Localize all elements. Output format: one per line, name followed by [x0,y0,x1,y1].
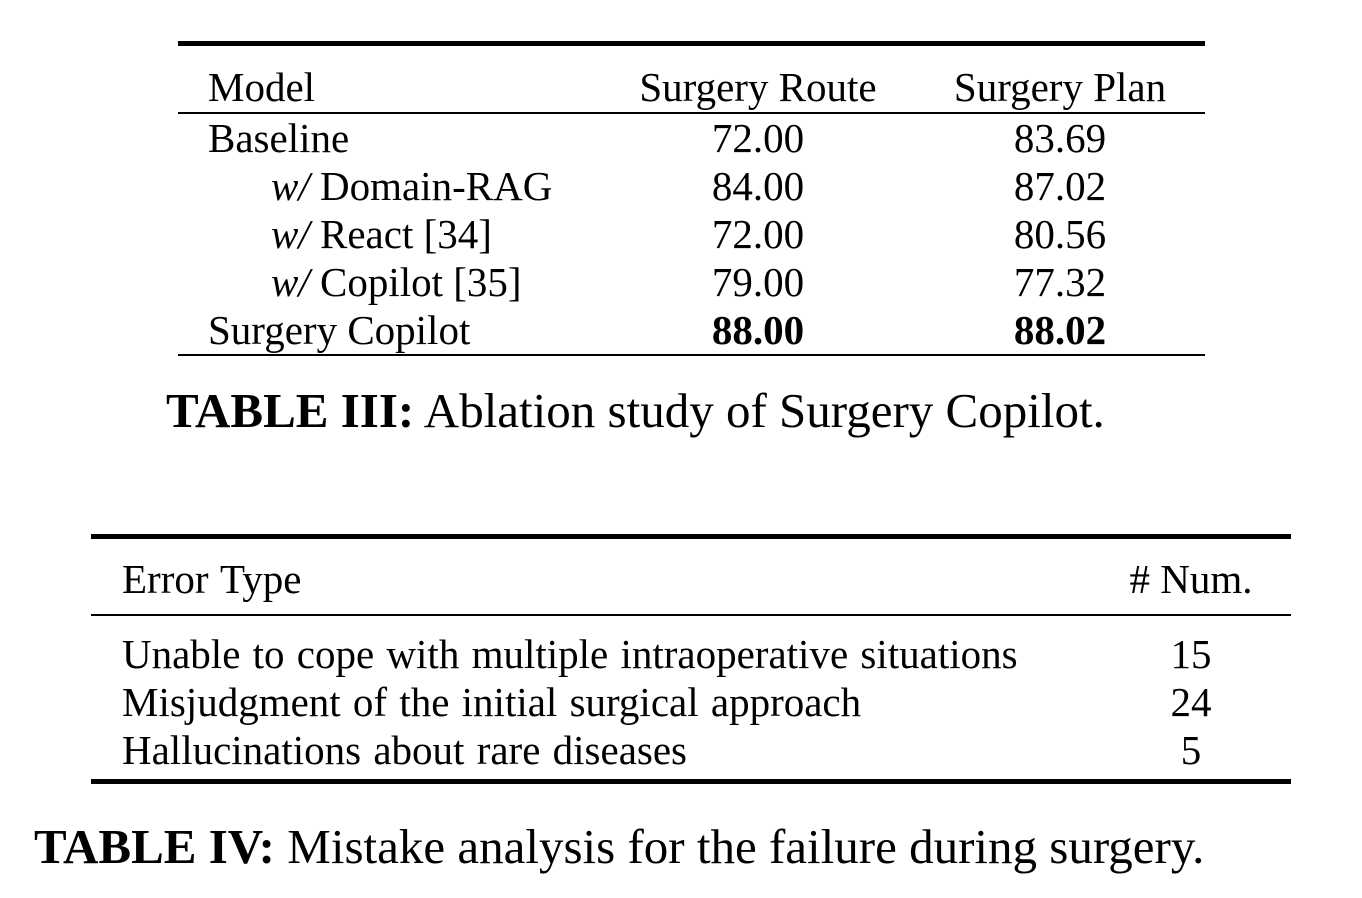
table-caption: TABLE IV: Mistake analysis for the failu… [34,818,1204,875]
row-error-type: Unable to cope with multiple intraoperat… [122,631,1018,677]
mistake-analysis-table: Error Type # Num. Unable to cope with mu… [91,534,1291,784]
table-row: w/ Domain-RAG 84.00 87.02 [178,162,1205,210]
column-header-num: # Num. [1129,556,1253,602]
caption-label: TABLE IV: [34,819,276,874]
table-header-rule [91,614,1291,616]
column-header-error-type: Error Type [122,556,302,602]
row-prefix: w/ [271,211,310,257]
caption-label: TABLE III: [166,383,415,438]
row-prefix: w/ [271,259,310,305]
row-route-value: 84.00 [711,163,805,209]
row-model: Surgery Copilot [208,307,471,353]
caption-text: Ablation study of Surgery Copilot. [414,383,1105,438]
row-plan-value: 87.02 [1013,163,1107,209]
table-row: w/ Copilot [35] 79.00 77.32 [178,258,1205,306]
row-route-value-best: 88.00 [711,307,805,353]
ablation-table: Model Surgery Route Surgery Plan Baselin… [178,41,1205,356]
table-row: Surgery Copilot 88.00 88.02 [178,306,1205,354]
column-header-surgery-route: Surgery Route [639,64,877,110]
row-plan-value-best: 88.02 [1013,307,1107,353]
table-header-rule [178,112,1205,114]
row-plan-value: 83.69 [1013,115,1107,161]
column-header-model: Model [208,64,316,110]
row-error-type: Hallucinations about rare diseases [122,727,688,773]
caption-text: Mistake analysis for the failure during … [275,819,1205,874]
table-header-row: Error Type # Num. [91,539,1291,614]
row-route-value: 72.00 [711,115,805,161]
table-row: Hallucinations about rare diseases 5 [91,726,1291,774]
row-prefix: w/ [271,163,310,209]
table-row: Baseline 72.00 83.69 [178,114,1205,162]
row-plan-value: 80.56 [1013,211,1107,257]
table-row: Misjudgment of the initial surgical appr… [91,678,1291,726]
table-bottom-rule [178,354,1205,356]
row-route-value: 79.00 [711,259,805,305]
table-row: Unable to cope with multiple intraoperat… [91,630,1291,678]
table-bottom-rule [91,779,1291,784]
row-num-value: 24 [1170,679,1212,725]
column-header-surgery-plan: Surgery Plan [953,64,1167,110]
row-num-value: 15 [1170,631,1212,677]
row-model: Domain-RAG [309,163,553,209]
row-route-value: 72.00 [711,211,805,257]
row-error-type: Misjudgment of the initial surgical appr… [122,679,862,725]
table-row: w/ React [34] 72.00 80.56 [178,210,1205,258]
row-model: React [34] [309,211,492,257]
table-top-rule [178,41,1205,46]
row-model: Copilot [35] [309,259,522,305]
table-top-rule [91,534,1291,539]
row-model: Baseline [208,115,350,161]
row-num-value: 5 [1180,727,1202,773]
table-header-row: Model Surgery Route Surgery Plan [178,46,1205,112]
row-plan-value: 77.32 [1013,259,1107,305]
table-caption: TABLE III: Ablation study of Surgery Cop… [166,382,1105,439]
